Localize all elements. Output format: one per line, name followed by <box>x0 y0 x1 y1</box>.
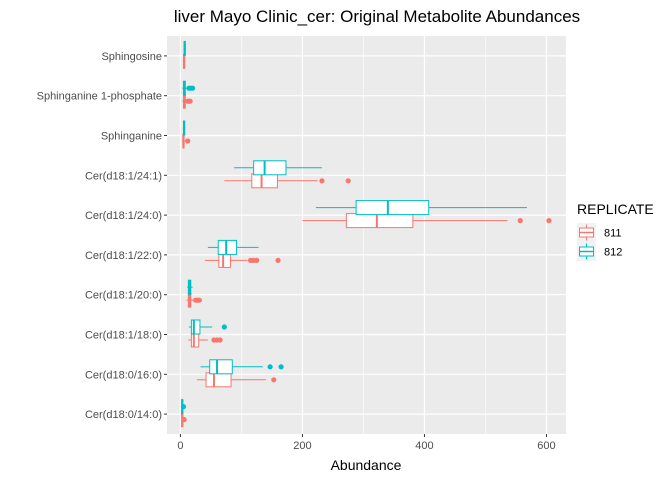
y-tick-label: Cer(d18:0/16:0) <box>85 369 162 381</box>
y-tick-label: Sphingosine <box>101 51 162 63</box>
outlier-point <box>254 257 260 263</box>
x-axis-title: Abundance <box>331 457 402 473</box>
outlier-point <box>319 178 325 184</box>
grid-lines <box>167 36 566 434</box>
outlier-point <box>217 337 223 343</box>
outlier-point <box>345 178 351 184</box>
outlier-point <box>181 417 187 423</box>
y-tick-label: Cer(d18:1/18:0) <box>85 330 162 342</box>
plot-panel <box>167 36 566 434</box>
legend-item-812: 812 <box>577 242 622 261</box>
outlier-point <box>546 218 552 224</box>
y-tick-label: Cer(d18:1/24:1) <box>85 170 162 182</box>
y-axis: Sphingosine Sphinganine 1-phosphate Sphing… <box>37 51 167 421</box>
box <box>217 239 238 255</box>
x-axis: 0 200 400 600 <box>177 434 556 452</box>
box <box>355 200 430 216</box>
y-tick-label: Cer(d18:1/24:0) <box>85 210 162 222</box>
y-tick-label: Sphinganine 1-phosphate <box>37 91 162 103</box>
outlier-point <box>221 324 227 330</box>
x-tick-label: 200 <box>293 440 311 452</box>
chart-title: liver Mayo Clinic_cer: Original Metaboli… <box>174 7 580 26</box>
box <box>253 160 287 176</box>
outlier-point <box>185 138 191 144</box>
box <box>345 213 414 229</box>
outlier-point <box>196 297 202 303</box>
legend-title: REPLICATE <box>577 201 654 217</box>
x-tick-label: 400 <box>415 440 433 452</box>
outlier-point <box>187 98 193 104</box>
legend: REPLICATE 811 812 <box>577 201 654 261</box>
y-tick-label: Sphinganine <box>101 131 162 143</box>
y-tick-label: Cer(d18:1/22:0) <box>85 250 162 262</box>
outlier-point <box>271 377 277 383</box>
outlier-point <box>275 257 281 263</box>
legend-item-811: 811 <box>577 223 622 242</box>
series-marks <box>180 40 552 428</box>
box <box>190 319 201 335</box>
x-tick-label: 600 <box>537 440 555 452</box>
outlier-point <box>517 218 523 224</box>
legend-items: 811 812 <box>577 223 622 261</box>
outlier-point <box>278 364 284 370</box>
y-tick-label: Cer(d18:1/20:0) <box>85 290 162 302</box>
outlier-point <box>267 364 273 370</box>
box <box>190 332 200 348</box>
x-tick-label: 0 <box>177 440 183 452</box>
box <box>205 372 232 388</box>
box <box>251 173 278 189</box>
outlier-point <box>180 404 187 410</box>
box <box>218 252 231 268</box>
box <box>209 359 233 375</box>
y-tick-label: Cer(d18:0/14:0) <box>85 409 162 421</box>
outlier-point <box>190 85 196 91</box>
legend-label: 812 <box>604 247 622 259</box>
series-812 <box>180 40 527 415</box>
legend-label: 811 <box>604 228 622 240</box>
